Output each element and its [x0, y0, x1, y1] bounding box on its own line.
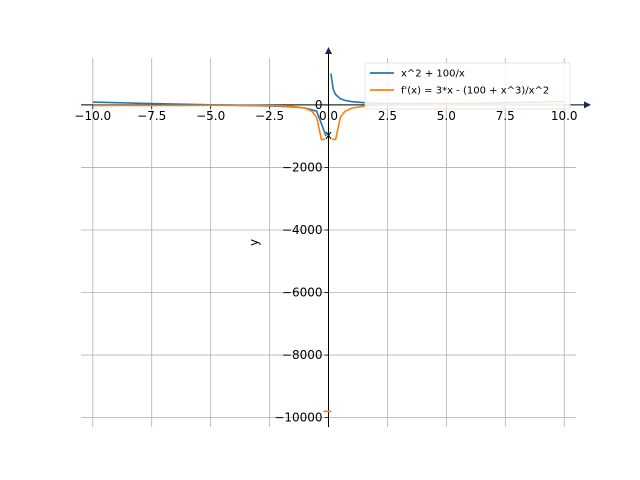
x-tick-label: −5.0	[196, 109, 225, 123]
x-tick-label: −7.5	[137, 109, 166, 123]
x-axis-label: x	[325, 128, 332, 142]
x-axis-arrow	[584, 101, 591, 109]
y-tick-label: −8000	[282, 348, 323, 362]
legend-box	[364, 62, 571, 110]
x-tick-label: 5.0	[437, 109, 456, 123]
y-tick-labels: 0−2000−4000−6000−8000−10000	[274, 98, 329, 425]
x-tick-label: 2.5	[378, 109, 397, 123]
x-tick-labels: −10.0 −7.5 −5.0 −2.5 0.0 2.5 5.0 7.5 10.0	[74, 104, 578, 123]
y-tick-label: −2000	[282, 160, 323, 174]
y-axis-arrow	[325, 47, 332, 54]
y-axis-label: y	[247, 239, 261, 246]
x-tick-label: 10.0	[551, 109, 578, 123]
x-tick-label: −2.5	[255, 109, 284, 123]
series-line	[92, 104, 326, 141]
y-tick-label: −10000	[274, 411, 322, 425]
y-tick-label: −4000	[282, 223, 323, 237]
legend-label: f'(x) = 3*x - (100 + x^3)/x^2	[401, 86, 549, 97]
legend-label: x^2 + 100/x	[401, 69, 465, 80]
y-tick-label: −6000	[282, 286, 323, 300]
x-tick-label: −10.0	[74, 109, 111, 123]
legend: x^2 + 100/x f'(x) = 3*x - (100 + x^3)/x^2	[364, 62, 571, 110]
x-tick-label: 7.5	[496, 109, 515, 123]
